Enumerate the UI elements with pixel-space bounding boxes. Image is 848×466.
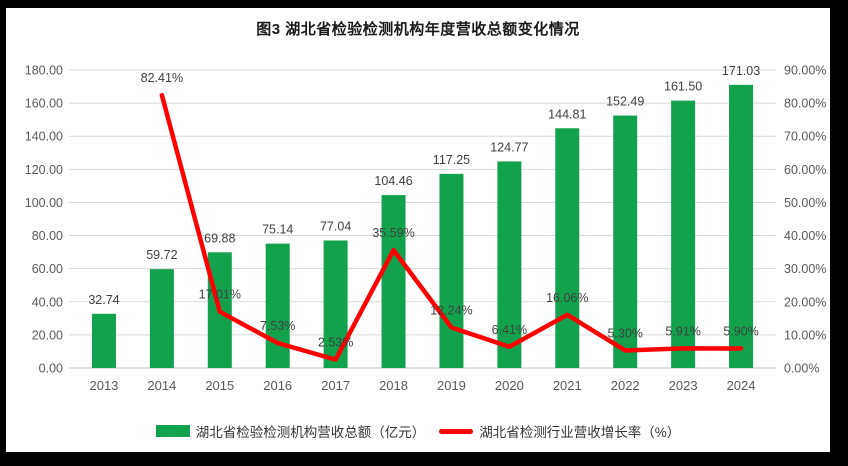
bar-series (91, 84, 754, 368)
legend-item-bar: 湖北省检验检测机构营收总额（亿元） (155, 421, 426, 441)
svg-text:35.59%: 35.59% (372, 226, 414, 240)
svg-text:59.72: 59.72 (146, 248, 177, 262)
x-axis-labels: 2013 2014 2015 2016 2017 2018 2019 2020 2021 2022… (89, 378, 755, 393)
svg-text:2014: 2014 (147, 378, 176, 393)
bar-data-labels: 32.74 59.72 69.88 75.14 77.04 104.46 117.25 124… (88, 64, 760, 307)
svg-text:82.41%: 82.41% (141, 71, 183, 85)
svg-text:60.00%: 60.00% (784, 163, 826, 177)
svg-text:2021: 2021 (553, 378, 582, 393)
svg-text:80.00: 80.00 (32, 229, 63, 243)
svg-text:90.00%: 90.00% (784, 64, 826, 78)
svg-text:16.06%: 16.06% (546, 291, 588, 305)
svg-text:104.46: 104.46 (374, 174, 412, 188)
bar-series-swatch-icon (155, 425, 190, 437)
svg-text:40.00%: 40.00% (784, 229, 826, 243)
legend-item-line: 湖北省检测行业营收增长率（%） (439, 421, 680, 441)
svg-text:152.49: 152.49 (606, 95, 644, 109)
svg-text:124.77: 124.77 (490, 140, 528, 154)
bar-2023 (671, 100, 696, 368)
svg-text:144.81: 144.81 (548, 107, 586, 121)
svg-text:70.00%: 70.00% (784, 130, 826, 144)
svg-text:10.00%: 10.00% (784, 328, 826, 342)
line-data-labels: 82.41% 17.01% 7.53% 2.53% 35.59% 12.24% 6.41% 1… (141, 71, 759, 349)
svg-text:32.74: 32.74 (88, 293, 119, 307)
svg-text:0.00%: 0.00% (784, 362, 819, 376)
svg-text:2.53%: 2.53% (318, 336, 353, 350)
svg-text:20.00: 20.00 (32, 328, 63, 342)
gridlines (69, 69, 776, 369)
svg-text:40.00: 40.00 (32, 295, 63, 309)
svg-text:2016: 2016 (263, 378, 292, 393)
chart-title: 图3 湖北省检验检测机构年度营收总额变化情况 (256, 21, 580, 38)
svg-text:60.00: 60.00 (32, 262, 63, 276)
svg-text:180.00: 180.00 (25, 64, 63, 78)
bar-2021 (555, 128, 580, 368)
svg-text:2013: 2013 (89, 378, 118, 393)
chart-canvas: 图3 湖北省检验检测机构年度营收总额变化情况 0.00 20.00 40.00 60.… (6, 8, 830, 452)
svg-text:5.90%: 5.90% (723, 324, 758, 338)
svg-text:80.00%: 80.00% (784, 97, 826, 111)
bar-2020 (497, 161, 522, 368)
svg-text:160.00: 160.00 (25, 97, 63, 111)
svg-text:161.50: 161.50 (664, 80, 702, 94)
svg-text:12.24%: 12.24% (430, 303, 472, 317)
line-series-swatch-icon (439, 428, 474, 434)
svg-text:7.53%: 7.53% (260, 319, 295, 333)
legend-line-label: 湖北省检测行业营收增长率（%） (479, 425, 681, 440)
svg-text:17.01%: 17.01% (199, 288, 241, 302)
svg-text:2015: 2015 (205, 378, 234, 393)
bar-2018 (381, 195, 406, 368)
right-axis-labels: 0.00% 10.00% 20.00% 30.00% 40.00% 50.00% 60.00… (784, 64, 826, 376)
svg-text:20.00%: 20.00% (784, 295, 826, 309)
svg-text:2019: 2019 (437, 378, 466, 393)
svg-text:117.25: 117.25 (433, 153, 470, 167)
legend: 湖北省检验检测机构营收总额（亿元） 湖北省检测行业营收增长率（%） (6, 421, 830, 441)
svg-text:69.88: 69.88 (204, 231, 235, 245)
svg-text:2023: 2023 (669, 378, 698, 393)
left-axis-labels: 0.00 20.00 40.00 60.00 80.00 100.00 120.00 140.… (25, 64, 63, 376)
line-series (159, 92, 744, 362)
svg-text:120.00: 120.00 (25, 163, 63, 177)
svg-text:30.00%: 30.00% (784, 262, 826, 276)
svg-text:50.00%: 50.00% (784, 196, 826, 210)
svg-text:75.14: 75.14 (262, 223, 293, 237)
legend-bar-label: 湖北省检验检测机构营收总额（亿元） (195, 425, 426, 440)
svg-text:2022: 2022 (611, 378, 640, 393)
svg-text:2020: 2020 (495, 378, 524, 393)
svg-text:2017: 2017 (321, 378, 350, 393)
svg-text:100.00: 100.00 (25, 196, 63, 210)
svg-text:77.04: 77.04 (320, 219, 351, 233)
bar-2016 (265, 243, 290, 368)
chart-svg: 0.00 20.00 40.00 60.00 80.00 100.00 120.00 140.… (25, 64, 827, 394)
svg-text:171.03: 171.03 (722, 64, 760, 78)
bar-2014 (149, 269, 174, 368)
bar-2022 (613, 115, 638, 368)
svg-text:5.91%: 5.91% (665, 324, 700, 338)
bar-2019 (439, 173, 464, 368)
bar-2013 (91, 313, 116, 368)
svg-text:2018: 2018 (379, 378, 408, 393)
bar-2024 (729, 84, 754, 368)
svg-text:6.41%: 6.41% (492, 323, 527, 337)
svg-text:5.30%: 5.30% (607, 326, 642, 340)
svg-text:2024: 2024 (727, 378, 756, 393)
svg-text:0.00: 0.00 (39, 362, 63, 376)
svg-text:140.00: 140.00 (25, 130, 63, 144)
